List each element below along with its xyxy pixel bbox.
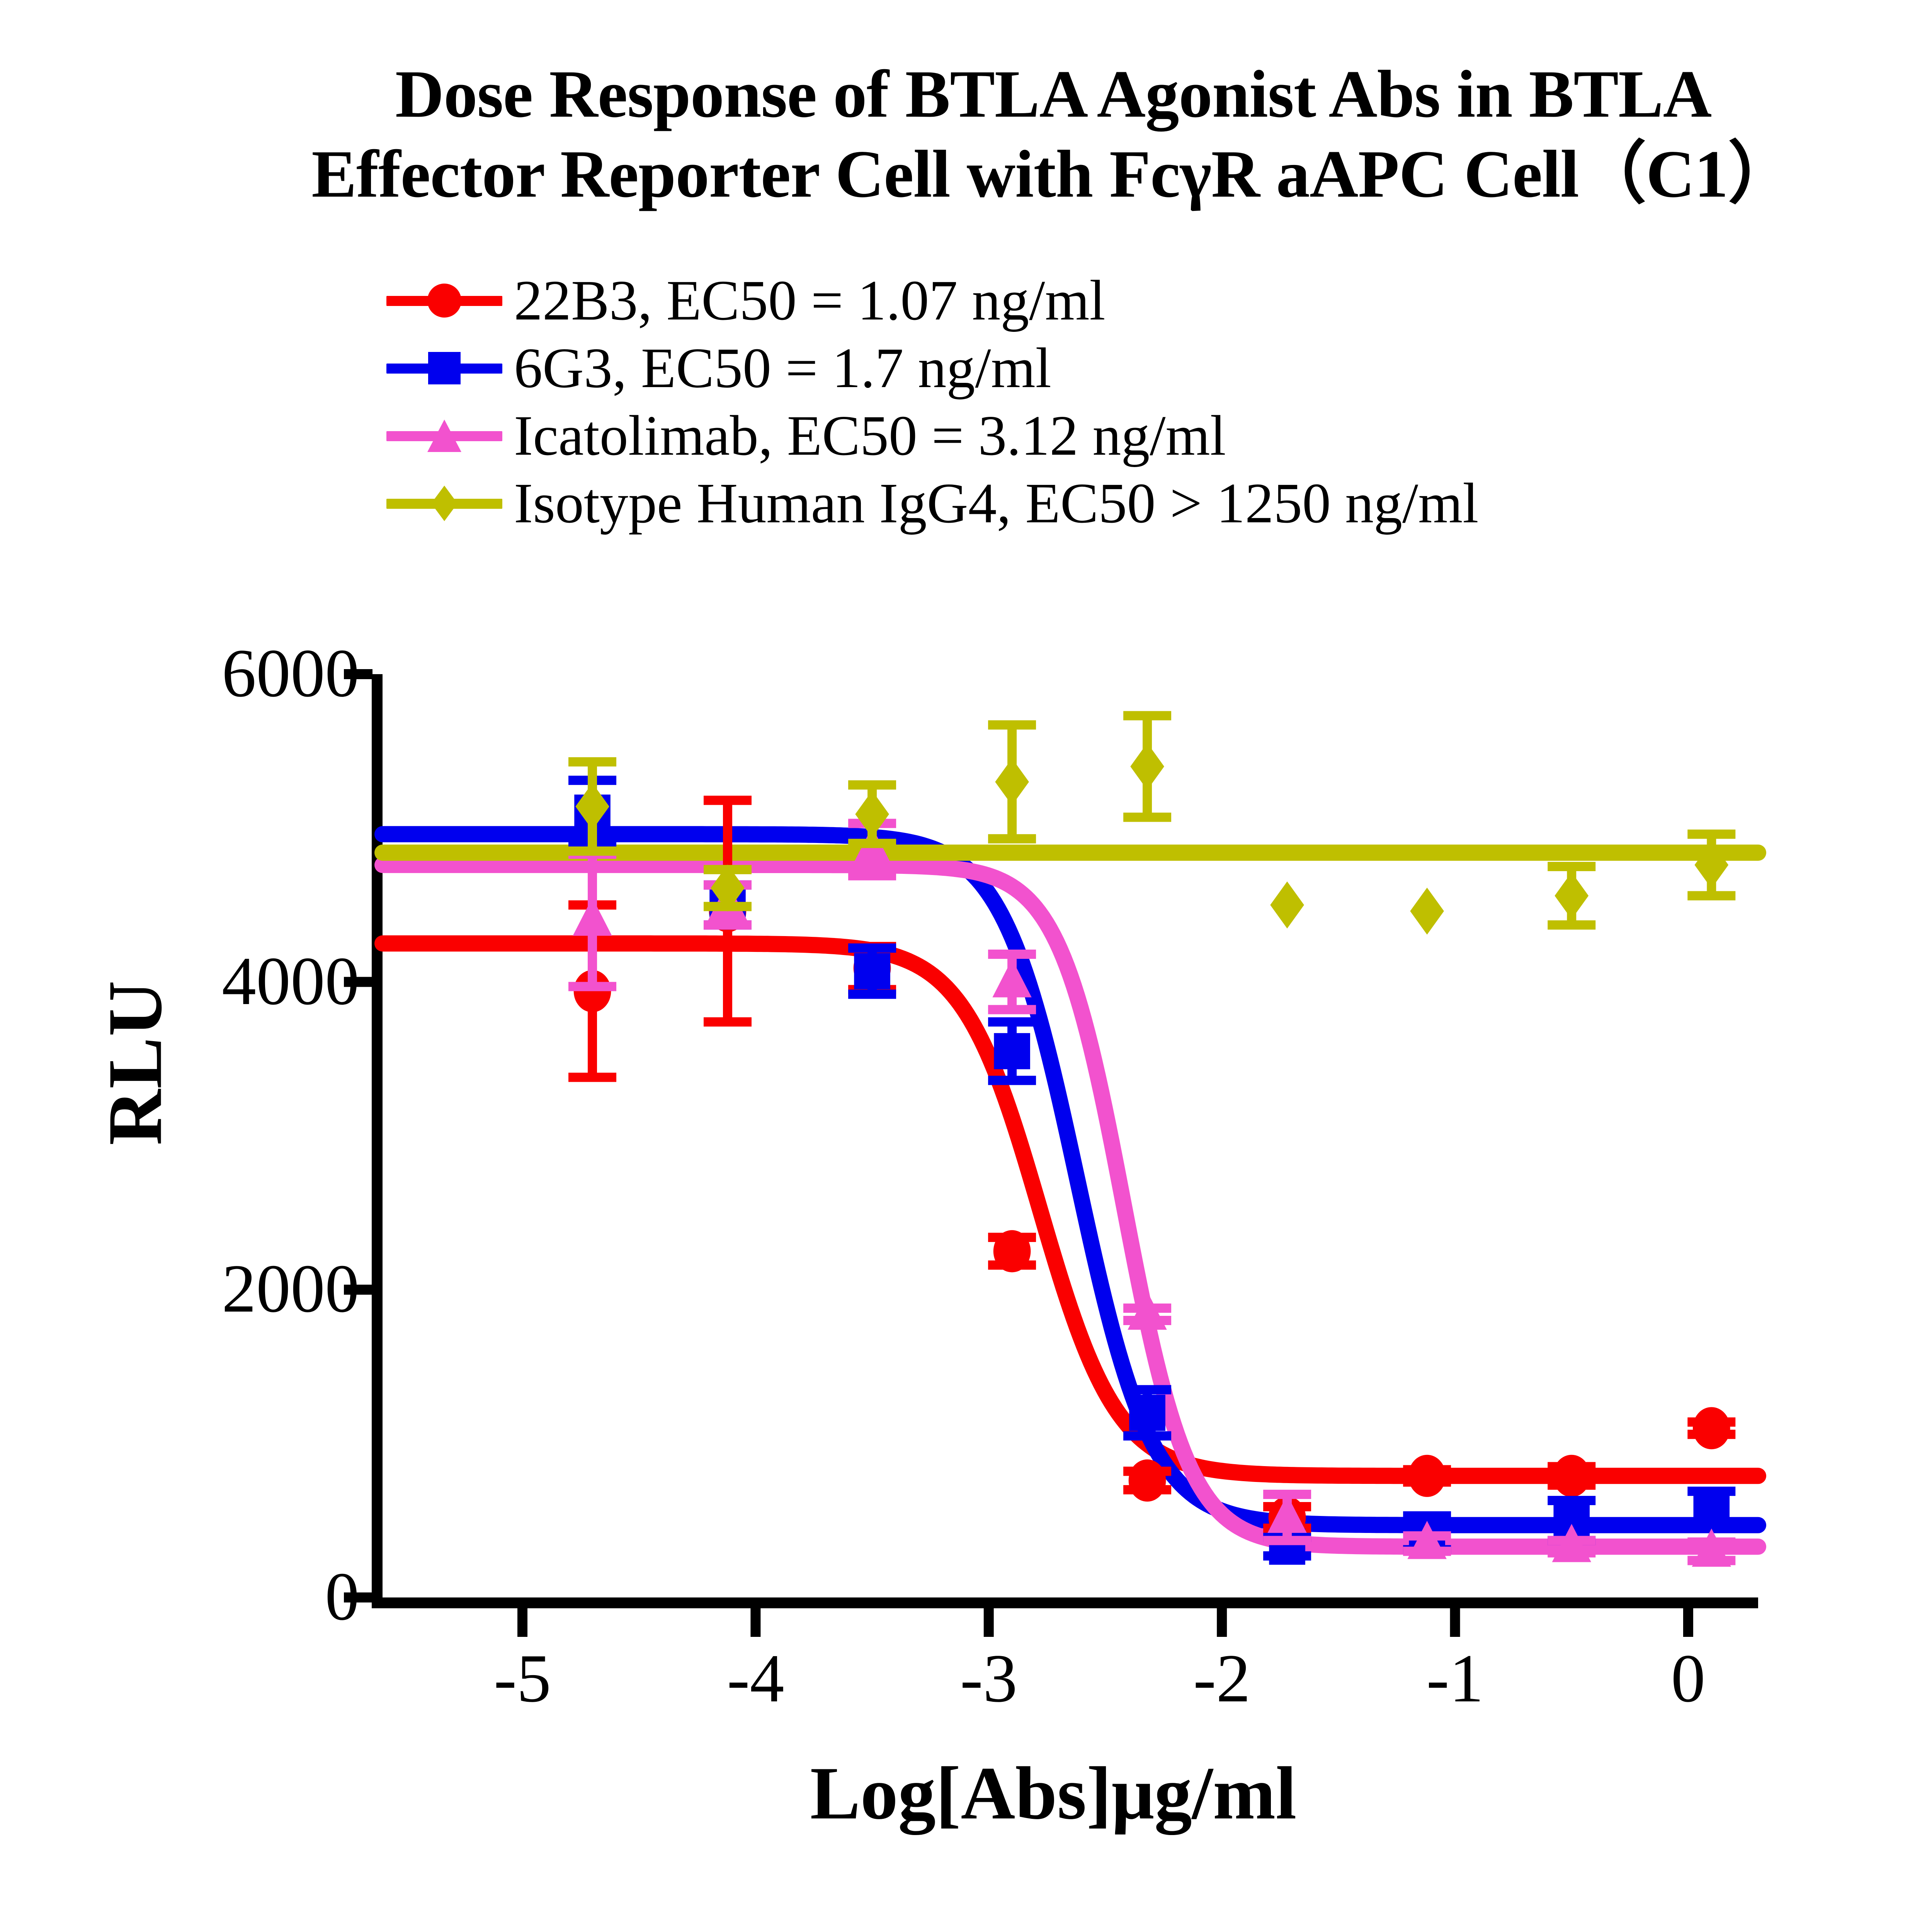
error-bar-cap-6g3 bbox=[1123, 1431, 1172, 1441]
data-point-isotype-human-igg4[interactable] bbox=[1694, 841, 1729, 889]
x-tick-label: -2 bbox=[1193, 1640, 1251, 1716]
data-point-isotype-human-igg4[interactable] bbox=[995, 758, 1029, 805]
data-point-isotype-human-igg4[interactable] bbox=[1130, 743, 1164, 790]
data-point-6g3[interactable] bbox=[1129, 1395, 1165, 1431]
data-point-22b3[interactable] bbox=[1408, 1455, 1446, 1497]
legend-key-isotype-igg4 bbox=[386, 484, 502, 523]
data-point-icatolimab[interactable] bbox=[573, 897, 612, 936]
error-bar-cap-22b3 bbox=[568, 1072, 617, 1082]
y-axis-line bbox=[372, 674, 383, 1608]
data-point-isotype-human-igg4[interactable] bbox=[1410, 887, 1444, 935]
chart-title-line-1: Dose Response of BTLA Agonist Abs in BTL… bbox=[395, 56, 1712, 131]
error-bar-cap-isotype-human-igg4 bbox=[848, 839, 896, 848]
x-tick-label: 0 bbox=[1671, 1640, 1706, 1716]
x-axis-tick bbox=[1217, 1608, 1227, 1637]
x-axis-tick bbox=[983, 1608, 994, 1637]
error-bar-cap-isotype-human-igg4 bbox=[1687, 829, 1736, 839]
legend-key-6g3 bbox=[386, 349, 502, 387]
error-bar-cap-icatolimab bbox=[988, 949, 1036, 959]
data-point-isotype-human-igg4[interactable] bbox=[855, 790, 889, 838]
legend-label-6g3: 6G3, EC50 = 1.7 ng/ml bbox=[514, 336, 1051, 400]
legend-item-isotype-igg4[interactable]: Isotype Human IgG4, EC50 > 1250 ng/ml bbox=[386, 469, 1932, 537]
error-bar-cap-6g3 bbox=[988, 1017, 1036, 1027]
diamond-marker-icon bbox=[427, 485, 462, 521]
x-axis-tick bbox=[750, 1608, 761, 1637]
legend-label-icatolimab: Icatolimab, EC50 = 3.12 ng/ml bbox=[514, 404, 1226, 467]
x-axis-line bbox=[372, 1597, 1758, 1608]
data-point-6g3[interactable] bbox=[854, 953, 890, 989]
x-tick-label: -4 bbox=[727, 1640, 784, 1716]
data-point-22b3[interactable] bbox=[1692, 1407, 1730, 1449]
error-bar-cap-isotype-human-igg4 bbox=[568, 846, 617, 856]
error-bar-cap-isotype-human-igg4 bbox=[1687, 891, 1736, 901]
error-bar-cap-6g3 bbox=[848, 989, 896, 999]
legend-label-22b3: 22B3, EC50 = 1.07 ng/ml bbox=[514, 268, 1105, 332]
data-point-22b3[interactable] bbox=[993, 1230, 1031, 1273]
data-point-icatolimab[interactable] bbox=[992, 959, 1032, 997]
data-point-isotype-human-igg4[interactable] bbox=[1270, 881, 1304, 929]
error-bar-cap-isotype-human-igg4 bbox=[988, 720, 1036, 730]
error-bar-cap-icatolimab bbox=[704, 920, 752, 930]
legend-label-isotype-igg4: Isotype Human IgG4, EC50 > 1250 ng/ml bbox=[514, 471, 1479, 535]
data-point-isotype-human-igg4[interactable] bbox=[1554, 872, 1589, 919]
x-tick-label: -5 bbox=[493, 1640, 551, 1716]
error-bar-cap-isotype-human-igg4 bbox=[848, 780, 896, 790]
error-bar-cap-isotype-human-igg4 bbox=[1123, 711, 1172, 720]
data-point-22b3[interactable] bbox=[1128, 1459, 1166, 1502]
y-tick-label: 2000 bbox=[222, 1250, 359, 1327]
y-axis-tick bbox=[344, 977, 372, 987]
legend-item-6g3[interactable]: 6G3, EC50 = 1.7 ng/ml bbox=[386, 334, 1932, 402]
data-point-isotype-human-igg4[interactable] bbox=[575, 783, 609, 830]
x-axis-label: Log[Abs]μg/ml bbox=[810, 1752, 1297, 1835]
fit-curve-6g3 bbox=[374, 826, 1766, 1533]
legend-item-icatolimab[interactable]: Icatolimab, EC50 = 3.12 ng/ml bbox=[386, 402, 1932, 469]
circle-marker-icon bbox=[427, 283, 462, 318]
error-bar-cap-22b3 bbox=[704, 1017, 752, 1027]
data-point-icatolimab[interactable] bbox=[1267, 1494, 1307, 1533]
y-tick-label: 6000 bbox=[222, 635, 359, 711]
x-tick-label: -3 bbox=[960, 1640, 1017, 1716]
error-bar-cap-6g3 bbox=[848, 943, 896, 953]
chart-title: Dose Response of BTLA Agonist Abs in BTL… bbox=[0, 54, 1932, 214]
error-bar-cap-isotype-human-igg4 bbox=[1548, 920, 1596, 930]
error-bar-cap-isotype-human-igg4 bbox=[568, 757, 617, 767]
square-marker-icon bbox=[427, 350, 462, 386]
error-bar-cap-icatolimab bbox=[988, 1005, 1036, 1014]
legend-key-icatolimab bbox=[386, 416, 502, 455]
legend-item-22b3[interactable]: 22B3, EC50 = 1.07 ng/ml bbox=[386, 267, 1932, 334]
chart-legend: 22B3, EC50 = 1.07 ng/ml 6G3, EC50 = 1.7 … bbox=[386, 267, 1932, 537]
legend-key-22b3 bbox=[386, 281, 502, 320]
error-bar-cap-icatolimab bbox=[1263, 1536, 1311, 1545]
x-tick-label: -1 bbox=[1426, 1640, 1484, 1716]
fit-curve-icatolimab bbox=[374, 856, 1766, 1555]
error-bar-cap-icatolimab bbox=[568, 982, 617, 991]
data-point-6g3[interactable] bbox=[1693, 1490, 1730, 1526]
chart-title-line-2: Effector Reporter Cell with FcγR aAPC Ce… bbox=[311, 136, 1795, 211]
fit-curve-22b3 bbox=[374, 935, 1766, 1484]
y-axis-tick bbox=[344, 1285, 372, 1295]
x-axis-tick bbox=[517, 1608, 528, 1637]
error-bar-cap-isotype-human-igg4 bbox=[1548, 862, 1596, 871]
x-axis-tick bbox=[1683, 1608, 1693, 1637]
data-point-icatolimab[interactable] bbox=[1692, 1528, 1731, 1567]
data-point-6g3[interactable] bbox=[994, 1033, 1030, 1069]
y-axis-tick bbox=[344, 1592, 372, 1602]
error-bar-cap-6g3 bbox=[1123, 1385, 1172, 1395]
error-bar-cap-6g3 bbox=[988, 1076, 1036, 1085]
data-point-isotype-human-igg4[interactable] bbox=[711, 864, 745, 912]
triangle-marker-icon bbox=[427, 418, 462, 454]
y-tick-label: 4000 bbox=[222, 942, 359, 1019]
error-bar-cap-icatolimab bbox=[848, 871, 896, 880]
x-axis-tick bbox=[1450, 1608, 1460, 1637]
y-axis-tick bbox=[344, 669, 372, 679]
error-bar-cap-isotype-human-igg4 bbox=[988, 834, 1036, 844]
data-point-icatolimab[interactable] bbox=[1407, 1521, 1447, 1559]
error-bar-cap-isotype-human-igg4 bbox=[1123, 812, 1172, 822]
data-point-icatolimab[interactable] bbox=[1552, 1524, 1591, 1562]
error-bar-cap-22b3 bbox=[704, 795, 752, 805]
data-point-22b3[interactable] bbox=[1553, 1455, 1590, 1497]
data-point-icatolimab[interactable] bbox=[1128, 1291, 1167, 1330]
